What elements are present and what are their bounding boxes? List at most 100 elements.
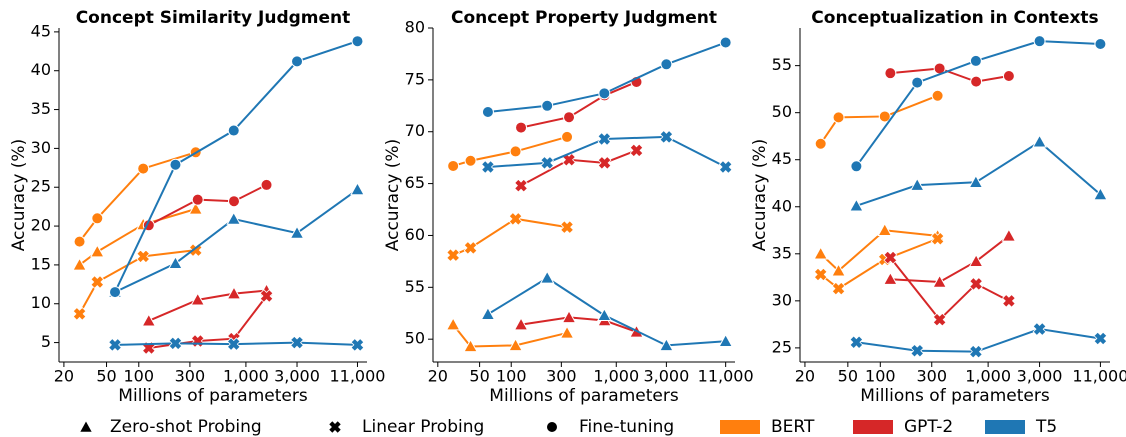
marker (260, 178, 273, 191)
marker (109, 286, 122, 299)
series-line (452, 217, 568, 257)
x-tick-label: 3,000 (643, 367, 689, 386)
y-tick-label: 45 (31, 21, 51, 40)
marker (968, 253, 984, 268)
marker (909, 177, 925, 191)
series-line (820, 229, 938, 273)
y-tick-label: 25 (772, 337, 792, 356)
marker (227, 195, 240, 208)
marker (350, 182, 365, 196)
y-tick-label: 65 (405, 173, 425, 192)
marker (463, 338, 478, 353)
x-tick-label: 11,000 (698, 367, 754, 386)
y-tick-label: 75 (405, 69, 425, 88)
series-line (148, 295, 268, 350)
legend-label: T5 (1035, 417, 1057, 437)
x-tick-label: 1,000 (965, 367, 1011, 386)
series-line (148, 184, 267, 227)
marker (141, 313, 157, 327)
marker (718, 160, 733, 174)
y-tick-label: 50 (772, 102, 792, 121)
series-line (78, 151, 197, 243)
marker (629, 143, 644, 158)
panel-title: Concept Similarity Judgment (76, 8, 351, 28)
x-tick-label: 20 (54, 367, 74, 386)
marker (226, 211, 242, 225)
y-axis-label: Accuracy (%) (9, 139, 29, 251)
x-axis-label: Millions of parameters (118, 386, 308, 406)
y-tick-label: 5 (41, 332, 51, 351)
marker (190, 292, 206, 306)
marker (849, 335, 864, 350)
x-tick-label: 50 (838, 367, 858, 386)
marker (540, 155, 555, 170)
marker (831, 263, 846, 277)
marker (814, 137, 827, 150)
marker (911, 76, 924, 89)
marker (464, 154, 477, 167)
marker (596, 307, 612, 322)
y-tick-label: 35 (772, 243, 792, 262)
x-tick-label: 11,000 (329, 367, 385, 386)
y-tick-label: 55 (772, 55, 792, 74)
legend-swatch (985, 420, 1025, 434)
marker (930, 231, 945, 246)
legend-label: Linear Probing (362, 417, 484, 437)
panel: Conceptualization in Contexts Millions of… (750, 8, 1126, 406)
marker (970, 75, 983, 88)
legend-marker (328, 420, 342, 434)
y-tick-label: 40 (772, 196, 792, 215)
marker (659, 130, 674, 144)
panel: Concept Property Judgment Millions of par… (383, 8, 754, 406)
marker (259, 289, 274, 303)
marker (72, 306, 87, 321)
marker (168, 336, 183, 351)
marker (562, 152, 576, 167)
x-tick-label: 1,000 (593, 367, 639, 386)
marker (878, 110, 891, 123)
legend-label: Zero-shot Probing (110, 417, 262, 437)
marker (351, 35, 364, 48)
legend-swatch (720, 420, 760, 434)
marker (290, 335, 304, 350)
x-tick-label: 1,000 (223, 367, 269, 386)
series-line (148, 289, 267, 322)
marker (481, 160, 495, 174)
y-tick-label: 10 (31, 293, 51, 312)
marker (884, 67, 897, 80)
marker (289, 225, 305, 239)
x-tick-label: 100 (865, 367, 896, 386)
series-line (78, 208, 197, 266)
marker (597, 132, 612, 146)
y-tick-label: 60 (405, 225, 425, 244)
marker (932, 274, 947, 288)
series-line (889, 256, 1010, 322)
marker (877, 222, 893, 236)
y-tick-label: 80 (405, 18, 425, 37)
y-tick-label: 55 (405, 277, 425, 296)
marker (509, 145, 522, 158)
marker (910, 343, 925, 358)
panel-title: Concept Property Judgment (451, 8, 717, 28)
y-tick-label: 20 (31, 216, 51, 235)
marker (514, 178, 528, 193)
legend-swatch (853, 420, 893, 434)
marker (1001, 228, 1017, 242)
x-tick-label: 3,000 (1017, 367, 1063, 386)
marker (541, 99, 554, 112)
series-line (890, 235, 1010, 284)
marker (72, 257, 87, 271)
marker (226, 286, 242, 300)
marker (515, 121, 528, 134)
series-line (452, 135, 568, 167)
marker (883, 250, 898, 265)
series-line (452, 324, 568, 348)
legend-label: BERT (771, 417, 815, 437)
marker (508, 337, 523, 352)
y-tick-label: 15 (31, 254, 51, 273)
marker (91, 212, 104, 225)
series-line (520, 149, 637, 187)
legend-marker (546, 421, 558, 433)
x-tick-label: 100 (496, 367, 527, 386)
